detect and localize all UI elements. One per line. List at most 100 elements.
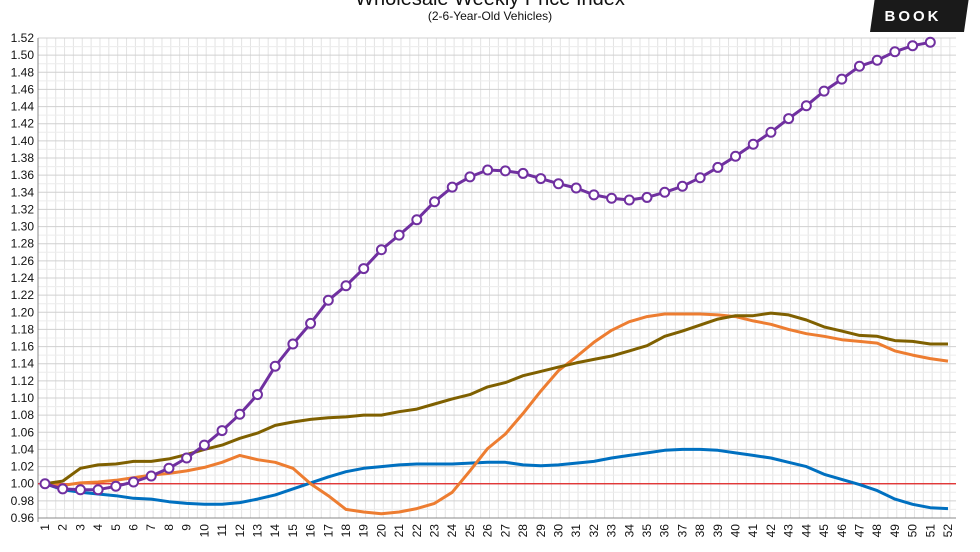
data-point-purple xyxy=(181,452,193,464)
x-tick-label: 33 xyxy=(605,524,619,538)
y-tick-label: 1.48 xyxy=(11,65,35,79)
data-point-purple xyxy=(305,317,317,329)
y-tick-label: 1.36 xyxy=(11,168,35,182)
data-point-purple xyxy=(393,229,405,241)
y-tick-label: 1.46 xyxy=(11,82,35,96)
x-tick-label: 6 xyxy=(127,524,141,531)
data-point-purple xyxy=(198,439,210,451)
x-tick-label: 15 xyxy=(286,524,300,538)
data-point-purple xyxy=(322,294,334,306)
x-tick-label: 30 xyxy=(551,524,565,538)
y-tick-label: 1.14 xyxy=(11,357,35,371)
data-point-purple xyxy=(889,46,901,58)
data-point-purple xyxy=(92,484,104,496)
data-point-purple xyxy=(482,164,494,176)
data-point-purple xyxy=(871,54,883,66)
y-tick-label: 1.44 xyxy=(11,100,35,114)
data-point-purple xyxy=(128,476,140,488)
data-point-purple xyxy=(570,182,582,194)
y-tick-label: 1.40 xyxy=(11,134,35,148)
data-point-purple xyxy=(358,263,370,275)
x-tick-label: 17 xyxy=(321,524,335,538)
series-line-purple xyxy=(44,40,931,492)
x-tick-label: 38 xyxy=(693,524,707,538)
data-point-purple xyxy=(340,280,352,292)
x-tick-label: 51 xyxy=(923,524,937,538)
data-point-purple xyxy=(145,470,157,482)
data-point-purple xyxy=(659,186,671,198)
x-tick-label: 19 xyxy=(357,524,371,538)
x-tick-label: 10 xyxy=(197,524,211,538)
data-point-purple xyxy=(623,194,635,206)
x-tick-label: 28 xyxy=(516,524,530,538)
x-tick-label: 27 xyxy=(498,524,512,538)
chart-title: Wholesale Weekly Price Index xyxy=(0,0,980,11)
chart-subtitle: (2-6-Year-Old Vehicles) xyxy=(427,9,553,23)
y-tick-label: 0.96 xyxy=(11,511,35,525)
data-point-purple xyxy=(234,408,246,420)
data-point-purple xyxy=(375,244,387,256)
x-tick-label: 9 xyxy=(180,524,194,531)
x-tick-label: 13 xyxy=(250,524,264,538)
y-tick-label: 1.32 xyxy=(11,202,35,216)
data-point-purple xyxy=(464,171,476,183)
data-point-purple xyxy=(499,165,511,177)
x-tick-label: 36 xyxy=(658,524,672,538)
y-tick-label: 1.24 xyxy=(11,271,35,285)
y-tick-label: 1.08 xyxy=(11,408,35,422)
x-tick-label: 2 xyxy=(56,524,70,531)
data-point-purple xyxy=(535,173,547,185)
x-tick-label: 14 xyxy=(268,524,282,538)
data-point-purple xyxy=(907,40,919,52)
data-point-purple xyxy=(287,338,299,350)
data-point-purple xyxy=(110,480,122,492)
y-tick-label: 1.16 xyxy=(11,340,35,354)
logo-text: BOOK xyxy=(884,8,942,25)
y-tick-label: 1.12 xyxy=(11,374,35,388)
x-tick-label: 45 xyxy=(817,524,831,538)
y-tick-label: 1.18 xyxy=(11,322,35,336)
x-tick-label: 5 xyxy=(109,524,123,531)
x-tick-label: 29 xyxy=(534,524,548,538)
data-point-purple xyxy=(747,138,759,150)
y-tick-label: 1.52 xyxy=(11,31,35,45)
data-point-purple xyxy=(216,425,228,437)
y-tick-label: 1.38 xyxy=(11,151,35,165)
x-tick-label: 47 xyxy=(852,524,866,538)
data-point-purple xyxy=(163,462,175,474)
x-tick-label: 11 xyxy=(215,524,229,537)
y-tick-label: 1.02 xyxy=(11,460,35,474)
y-tick-label: 1.26 xyxy=(11,254,35,268)
logo-badge xyxy=(870,0,969,32)
data-point-purple xyxy=(818,85,830,97)
y-tick-label: 1.06 xyxy=(11,425,35,439)
x-tick-label: 39 xyxy=(711,524,725,538)
series-line-blue xyxy=(44,447,949,511)
x-tick-label: 49 xyxy=(888,524,902,538)
data-point-purple xyxy=(924,36,936,48)
data-point-purple xyxy=(251,389,263,401)
x-tick-label: 48 xyxy=(870,524,884,538)
y-tick-label: 1.28 xyxy=(11,237,35,251)
x-tick-label: 41 xyxy=(746,524,760,538)
x-tick-label: 44 xyxy=(799,524,813,538)
x-tick-label: 16 xyxy=(304,524,318,538)
x-tick-label: 3 xyxy=(73,524,87,531)
x-tick-label: 1 xyxy=(38,524,52,531)
x-tick-label: 43 xyxy=(782,524,796,538)
x-tick-label: 22 xyxy=(410,524,424,538)
data-point-purple xyxy=(800,100,812,112)
y-tick-label: 0.98 xyxy=(11,494,35,508)
x-tick-label: 31 xyxy=(569,524,583,538)
data-point-purple xyxy=(446,181,458,193)
y-tick-label: 1.50 xyxy=(11,48,35,62)
x-tick-label: 7 xyxy=(144,524,158,531)
x-tick-label: 4 xyxy=(91,524,105,531)
x-tick-label: 18 xyxy=(339,524,353,538)
x-tick-label: 23 xyxy=(428,524,442,538)
x-tick-label: 52 xyxy=(941,524,955,538)
x-tick-label: 20 xyxy=(374,524,388,538)
x-tick-label: 40 xyxy=(729,524,743,538)
data-point-purple xyxy=(783,113,795,125)
